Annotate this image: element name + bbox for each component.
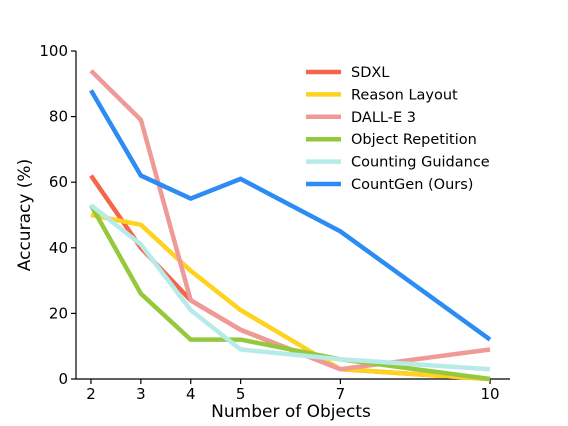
legend-label: CountGen (Ours) (351, 177, 473, 193)
legend-label: Reason Layout (351, 87, 458, 103)
x-tick-label: 4 (186, 385, 196, 403)
y-tick-label: 20 (49, 304, 68, 322)
x-tick-label: 2 (86, 385, 96, 403)
x-tick-label: 5 (236, 385, 246, 403)
series-line-countgen-ours (89, 89, 492, 342)
y-tick-label: 0 (58, 370, 68, 388)
legend-label: DALL-E 3 (351, 110, 416, 126)
y-tick-label: 100 (39, 42, 68, 60)
legend-label: SDXL (351, 65, 389, 81)
y-axis-ticks: 0 20 40 60 80 100 (39, 42, 76, 388)
y-axis-label: Accuracy (%) (15, 159, 35, 271)
y-tick-label: 80 (49, 108, 68, 126)
plot-area (75, 51, 510, 380)
x-tick-label: 7 (336, 385, 346, 403)
x-axis-label: Number of Objects (211, 402, 371, 422)
legend-label: Object Repetition (351, 132, 477, 148)
series-lines (89, 69, 492, 382)
y-tick-label: 40 (49, 239, 68, 257)
legend: SDXL Reason Layout DALL-E 3 Object Repetiti… (306, 65, 490, 193)
x-tick-label: 10 (480, 385, 499, 403)
x-axis-ticks: 2 3 4 5 7 10 (86, 379, 500, 403)
y-tick-label: 60 (49, 173, 68, 191)
x-tick-label: 3 (136, 385, 146, 403)
series-line-dall-e-3 (89, 69, 491, 372)
legend-label: Counting Guidance (351, 155, 490, 171)
series-line-counting-guidance (89, 203, 491, 372)
series-line-reason-layout (90, 212, 491, 382)
